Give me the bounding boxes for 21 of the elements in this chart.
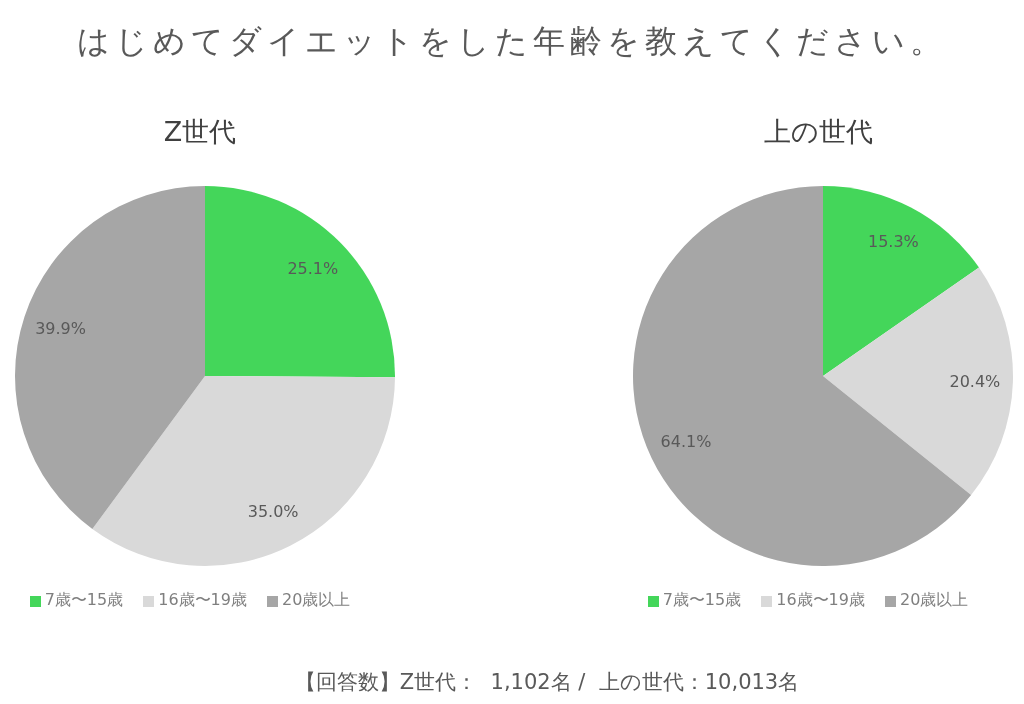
pie-slice bbox=[823, 186, 979, 376]
pie-slice bbox=[92, 376, 395, 566]
chart-title: 上の世代 bbox=[762, 115, 874, 149]
text: はじめてダイエットをした年齢を教えてください。 bbox=[76, 21, 948, 62]
legend-label: 7歳〜15歳 bbox=[662, 590, 742, 609]
legend-label: 16歳〜19歳 bbox=[158, 590, 247, 609]
data-label: 64.1% bbox=[660, 432, 712, 452]
legend-label: 20歳以上 bbox=[281, 590, 351, 609]
data-label: 20.4% bbox=[949, 371, 1001, 391]
data-label: 25.1% bbox=[287, 259, 339, 279]
chart-title: Z世代 bbox=[162, 115, 238, 149]
legend-label: 7歳〜15歳 bbox=[44, 590, 124, 609]
legend-label: 16歳〜19歳 bbox=[776, 590, 865, 609]
pie-slice bbox=[823, 267, 1013, 495]
pie-slice bbox=[205, 186, 395, 378]
text: 【回答数】Z世代： 1,102名 / 上の世代：10,013名 bbox=[293, 669, 801, 696]
legend-label: 20歳以上 bbox=[899, 590, 969, 609]
data-label: 35.0% bbox=[247, 502, 299, 522]
pie-slice bbox=[15, 186, 205, 530]
data-label: 39.9% bbox=[35, 319, 86, 339]
data-label: 15.3% bbox=[868, 231, 919, 251]
